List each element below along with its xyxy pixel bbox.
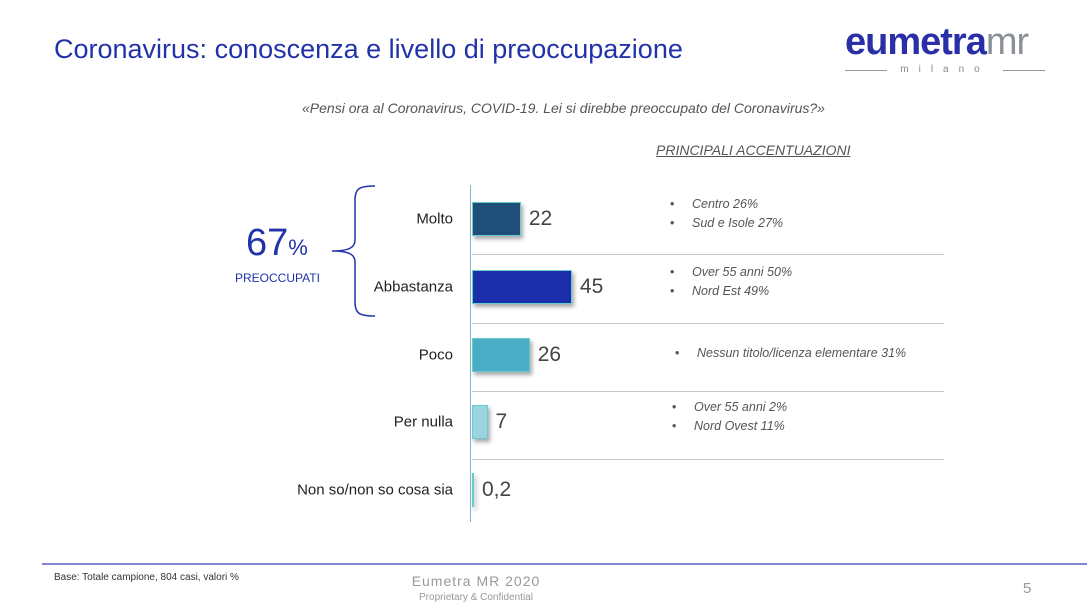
accentuation-item: Over 55 anni 2% bbox=[672, 398, 787, 417]
category-label: Poco bbox=[418, 346, 453, 364]
value-label: 22 bbox=[528, 207, 553, 230]
value-label: 26 bbox=[537, 343, 562, 366]
row-separator bbox=[472, 254, 944, 255]
accentuation-item: Nord Est 49% bbox=[670, 282, 792, 301]
bar bbox=[472, 405, 488, 439]
footer-divider bbox=[42, 563, 1087, 565]
accentuation-notes: Over 55 anni 2%Nord Ovest 11% bbox=[672, 398, 787, 436]
bar bbox=[472, 473, 474, 507]
accentuation-item: Sud e Isole 27% bbox=[670, 214, 783, 233]
accentuation-item: Over 55 anni 50% bbox=[670, 263, 792, 282]
page-title: Coronavirus: conoscenza e livello di pre… bbox=[54, 34, 683, 64]
accentuation-item: Nessun titolo/licenza elementare 31% bbox=[675, 344, 906, 363]
summary-value: 67 bbox=[246, 222, 289, 264]
category-label: Molto bbox=[416, 210, 453, 228]
page-number: 5 bbox=[1023, 580, 1032, 597]
eumetra-logo: eumetramr milano bbox=[845, 22, 1045, 78]
bar bbox=[472, 270, 572, 304]
value-label: 45 bbox=[579, 275, 604, 298]
brace-icon bbox=[331, 185, 376, 317]
footer-company: Eumetra MR 2020 bbox=[411, 573, 541, 589]
summary-percentage: 67% bbox=[246, 222, 308, 265]
chart-axis bbox=[470, 185, 471, 522]
accentuation-item: Nord Ovest 11% bbox=[672, 417, 787, 436]
value-label: 7 bbox=[495, 410, 508, 433]
row-separator bbox=[472, 391, 944, 392]
category-label: Per nulla bbox=[393, 413, 453, 431]
logo-suffix: mr bbox=[985, 21, 1029, 63]
row-separator bbox=[472, 323, 944, 324]
logo-sub: milano bbox=[845, 64, 1045, 75]
value-label: 0,2 bbox=[482, 478, 512, 501]
logo-text: eumetra bbox=[845, 21, 987, 63]
accentuation-item: Centro 26% bbox=[670, 195, 783, 214]
summary-label: PREOCCUPATI bbox=[235, 271, 320, 285]
accentuation-notes: Over 55 anni 50%Nord Est 49% bbox=[670, 263, 792, 301]
summary-unit: % bbox=[288, 235, 308, 260]
bar bbox=[472, 202, 521, 236]
category-label: Non so/non so cosa sia bbox=[297, 481, 453, 499]
accentuation-notes: Centro 26%Sud e Isole 27% bbox=[670, 195, 783, 233]
base-note: Base: Totale campione, 804 casi, valori … bbox=[54, 572, 239, 583]
footer-confidential: Proprietary & Confidential bbox=[419, 592, 533, 603]
survey-question: «Pensi ora al Coronavirus, COVID-19. Lei… bbox=[302, 100, 825, 116]
bar bbox=[472, 338, 530, 372]
row-separator bbox=[472, 459, 944, 460]
accentuations-heading: PRINCIPALI ACCENTUAZIONI bbox=[656, 142, 851, 158]
accentuation-notes: Nessun titolo/licenza elementare 31% bbox=[675, 344, 906, 363]
category-label: Abbastanza bbox=[373, 278, 453, 296]
